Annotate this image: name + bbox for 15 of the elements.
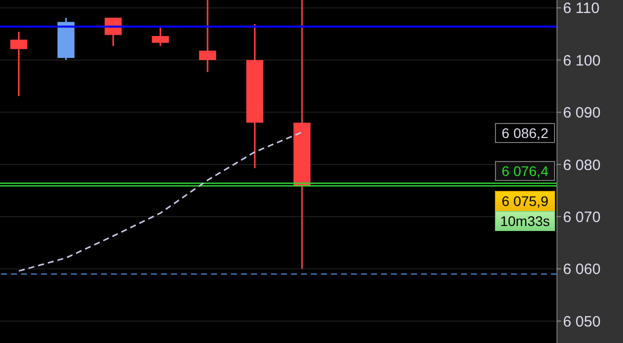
y-tick-label: 6 060 [563,261,601,278]
candlestick [199,0,216,73]
candlestick [152,26,169,47]
annotation: 10m33s [495,210,555,231]
line-series [18,131,303,272]
y-tick-label: 6 080 [563,156,601,174]
y-tick-label: 6 100 [563,52,601,70]
y-tick-label: 6 110 [563,0,600,18]
y-tick-label: 6 050 [563,313,601,330]
candlestick [10,31,28,97]
annotation: 6 086,2 [495,123,555,144]
ref-line-label: 6 076,4 [495,161,555,182]
y-tick-label: 6 070 [563,208,601,226]
ref-line-label: 6 075,9 [495,190,555,211]
y-tick-label: 6 090 [563,104,601,122]
